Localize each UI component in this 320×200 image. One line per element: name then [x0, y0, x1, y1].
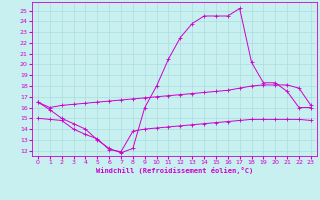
X-axis label: Windchill (Refroidissement éolien,°C): Windchill (Refroidissement éolien,°C) [96, 167, 253, 174]
